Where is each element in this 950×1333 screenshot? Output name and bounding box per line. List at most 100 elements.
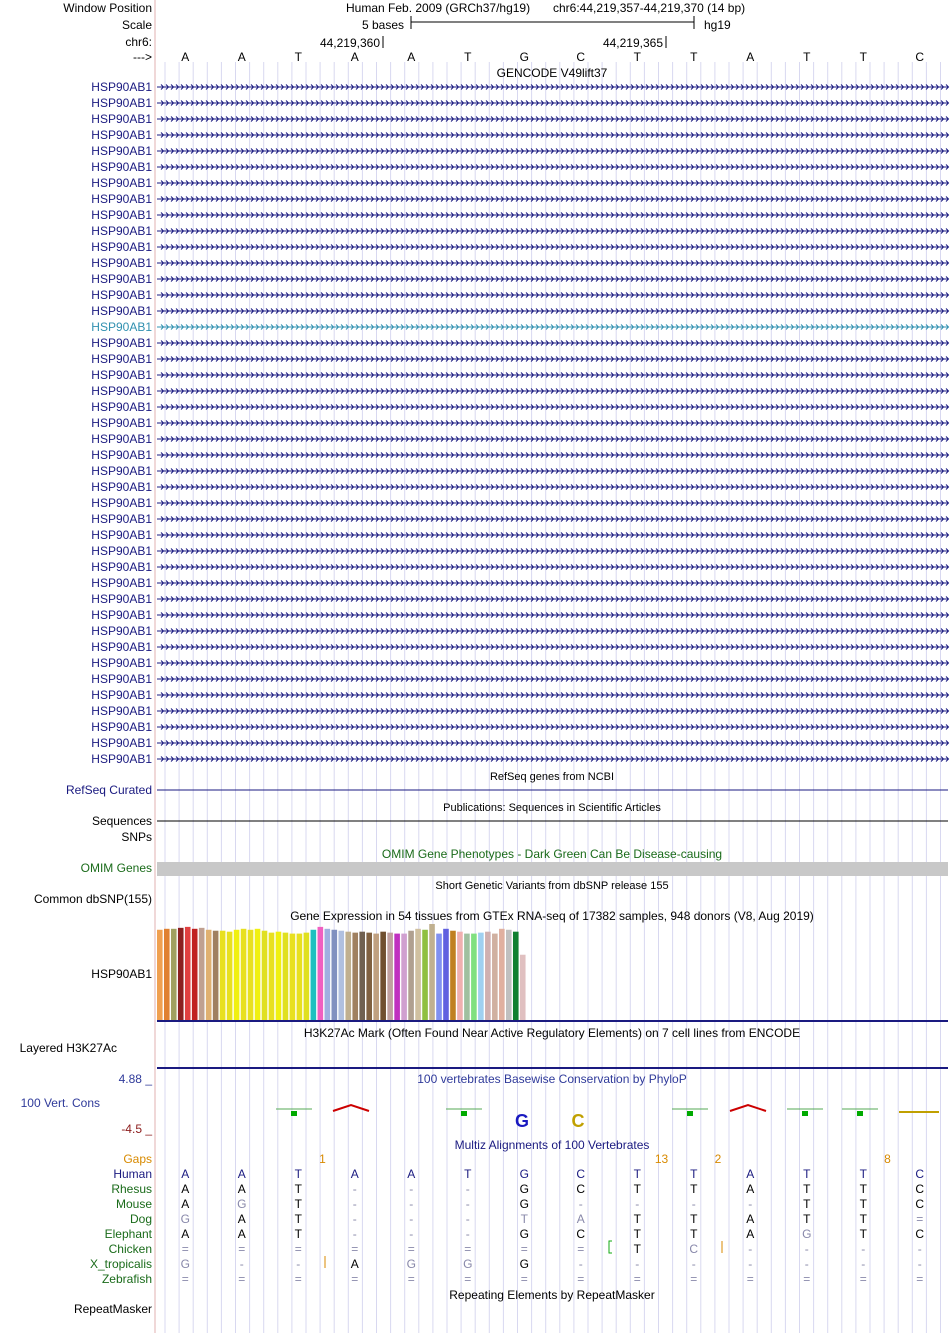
gtex-tissue-bar[interactable]	[289, 933, 296, 1020]
dbsnp-track-title[interactable]: Short Genetic Variants from dbSNP releas…	[435, 880, 668, 892]
gtex-tissue-bar[interactable]	[240, 928, 247, 1020]
gencode-gene-row[interactable]	[157, 164, 950, 170]
gene-label-hsp90ab1[interactable]: HSP90AB1	[91, 224, 152, 238]
gencode-gene-row[interactable]	[157, 740, 950, 746]
refseq-label[interactable]: RefSeq Curated	[66, 783, 152, 797]
gene-label-hsp90ab1[interactable]: HSP90AB1	[91, 608, 152, 622]
gencode-gene-row[interactable]	[157, 324, 950, 330]
gencode-gene-row[interactable]	[157, 372, 950, 378]
gtex-track-title[interactable]: Gene Expression in 54 tissues from GTEx …	[290, 909, 814, 923]
publications-label[interactable]: SNPs	[121, 830, 152, 844]
gencode-gene-row[interactable]	[157, 596, 950, 602]
gencode-gene-row[interactable]	[157, 228, 950, 234]
gtex-tissue-bar[interactable]	[226, 931, 233, 1020]
gene-label-hsp90ab1[interactable]: HSP90AB1	[91, 192, 152, 206]
gene-label-hsp90ab1[interactable]: HSP90AB1	[91, 512, 152, 526]
gene-label-hsp90ab1[interactable]: HSP90AB1	[91, 160, 152, 174]
gtex-tissue-bar[interactable]	[296, 933, 303, 1020]
gene-label-hsp90ab1[interactable]: HSP90AB1	[91, 384, 152, 398]
omim-gene-bar[interactable]	[157, 862, 948, 876]
gene-label-hsp90ab1[interactable]: HSP90AB1	[91, 528, 152, 542]
position-readout[interactable]: chr6:44,219,357-44,219,370 (14 bp)	[553, 1, 745, 15]
species-label-zebrafish[interactable]: Zebrafish	[102, 1272, 152, 1286]
species-label-rhesus[interactable]: Rhesus	[111, 1182, 152, 1196]
gene-label-hsp90ab1[interactable]: HSP90AB1	[91, 240, 152, 254]
gtex-tissue-bar[interactable]	[275, 931, 282, 1020]
gtex-tissue-bar[interactable]	[519, 954, 526, 1020]
gene-label-hsp90ab1[interactable]: HSP90AB1	[91, 544, 152, 558]
gene-label-hsp90ab1[interactable]: HSP90AB1	[91, 272, 152, 286]
gtex-tissue-bar[interactable]	[408, 930, 414, 1020]
gene-label-hsp90ab1[interactable]: HSP90AB1	[91, 480, 152, 494]
gene-label-hsp90ab1[interactable]: HSP90AB1	[91, 416, 152, 430]
gtex-tissue-bar[interactable]	[387, 932, 393, 1020]
gencode-gene-row[interactable]	[157, 180, 950, 186]
gencode-gene-row[interactable]	[157, 724, 950, 730]
gencode-gene-row[interactable]	[157, 340, 950, 346]
gtex-tissue-bar[interactable]	[457, 931, 463, 1020]
gtex-tissue-bar[interactable]	[450, 930, 456, 1020]
gene-label-hsp90ab1[interactable]: HSP90AB1	[91, 320, 152, 334]
repeatmasker-track-title[interactable]: Repeating Elements by RepeatMasker	[449, 1288, 654, 1302]
gencode-gene-row[interactable]	[157, 548, 950, 554]
gencode-gene-row[interactable]	[157, 500, 950, 506]
gene-label-hsp90ab1[interactable]: HSP90AB1	[91, 368, 152, 382]
gtex-tissue-bar[interactable]	[380, 931, 386, 1020]
gene-label-hsp90ab1[interactable]: HSP90AB1	[91, 704, 152, 718]
gene-label-hsp90ab1[interactable]: HSP90AB1	[91, 208, 152, 222]
gene-label-hsp90ab1[interactable]: HSP90AB1	[91, 144, 152, 158]
gencode-track-title[interactable]: GENCODE V49lift37	[497, 66, 608, 80]
gencode-gene-row[interactable]	[157, 708, 950, 714]
gencode-gene-row[interactable]	[157, 308, 950, 314]
gencode-gene-row[interactable]	[157, 756, 950, 762]
species-label-dog[interactable]: Dog	[130, 1212, 152, 1226]
multiz-track-title[interactable]: Multiz Alignments of 100 Vertebrates	[455, 1138, 650, 1152]
gtex-tissue-bar[interactable]	[219, 930, 226, 1020]
phylop-track-title[interactable]: 100 vertebrates Basewise Conservation by…	[417, 1072, 686, 1086]
gene-label-hsp90ab1[interactable]: HSP90AB1	[91, 80, 152, 94]
gencode-gene-row[interactable]	[157, 356, 950, 362]
gtex-tissue-bar[interactable]	[338, 930, 345, 1020]
h3k27ac-label[interactable]: Layered H3K27Ac	[20, 1041, 117, 1055]
gencode-gene-row[interactable]	[157, 420, 950, 426]
gencode-gene-row[interactable]	[157, 564, 950, 570]
gtex-tissue-bar[interactable]	[254, 928, 261, 1020]
gene-label-hsp90ab1[interactable]: HSP90AB1	[91, 688, 152, 702]
gtex-tissue-bar[interactable]	[471, 933, 477, 1020]
omim-label[interactable]: OMIM Genes	[81, 861, 152, 875]
gencode-gene-row[interactable]	[157, 116, 950, 122]
phylop-label[interactable]: 100 Vert. Cons	[21, 1096, 100, 1110]
gtex-tissue-bar[interactable]	[478, 932, 484, 1020]
gencode-gene-row[interactable]	[157, 132, 950, 138]
gtex-tissue-bar[interactable]	[506, 929, 512, 1020]
gtex-tissue-bar[interactable]	[436, 933, 442, 1020]
gtex-tissue-bar[interactable]	[310, 929, 317, 1020]
gencode-gene-row[interactable]	[157, 468, 950, 474]
refseq-track-title[interactable]: RefSeq genes from NCBI	[490, 771, 614, 783]
gene-label-hsp90ab1[interactable]: HSP90AB1	[91, 624, 152, 638]
gtex-tissue-bar[interactable]	[191, 928, 198, 1020]
gene-label-hsp90ab1[interactable]: HSP90AB1	[91, 448, 152, 462]
species-label-human[interactable]: Human	[113, 1167, 152, 1181]
gtex-tissue-bar[interactable]	[499, 928, 505, 1020]
gtex-tissue-bar[interactable]	[422, 929, 428, 1020]
gencode-gene-row[interactable]	[157, 84, 950, 90]
gencode-gene-row[interactable]	[157, 580, 950, 586]
gene-label-hsp90ab1[interactable]: HSP90AB1	[91, 672, 152, 686]
gene-label-hsp90ab1[interactable]: HSP90AB1	[91, 96, 152, 110]
gene-label-hsp90ab1[interactable]: HSP90AB1	[91, 256, 152, 270]
gencode-gene-row[interactable]	[157, 484, 950, 490]
gtex-tissue-bar[interactable]	[359, 931, 366, 1020]
gene-label-hsp90ab1[interactable]: HSP90AB1	[91, 576, 152, 590]
gtex-tissue-bar[interactable]	[247, 929, 254, 1020]
gtex-tissue-bar[interactable]	[205, 929, 212, 1020]
gtex-tissue-bar[interactable]	[512, 931, 519, 1020]
gtex-tissue-bar[interactable]	[366, 932, 372, 1020]
gtex-tissue-bar[interactable]	[198, 927, 205, 1020]
gtex-tissue-bar[interactable]	[443, 928, 449, 1020]
gene-label-hsp90ab1[interactable]: HSP90AB1	[91, 352, 152, 366]
gencode-gene-row[interactable]	[157, 676, 950, 682]
gencode-gene-row[interactable]	[157, 260, 950, 266]
gtex-tissue-bar[interactable]	[352, 932, 359, 1020]
